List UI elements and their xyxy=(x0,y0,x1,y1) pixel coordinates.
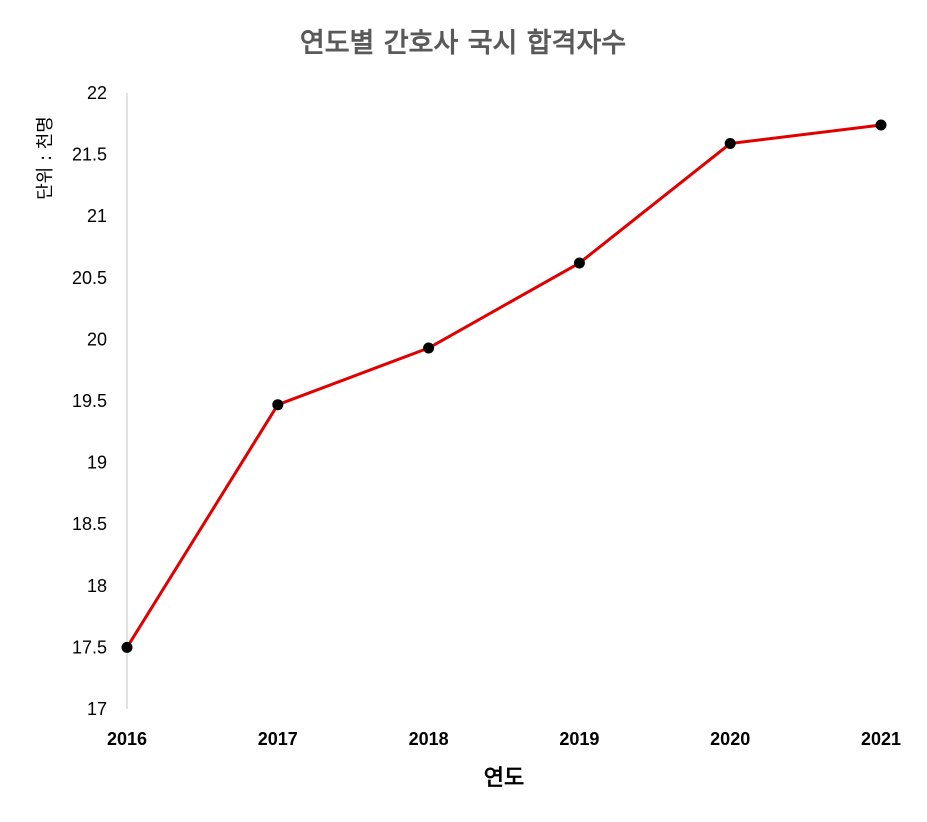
data-point xyxy=(423,342,435,354)
x-axis-label: 연도 xyxy=(484,766,524,791)
y-tick-label: 19 xyxy=(87,453,107,473)
x-tick-label: 2020 xyxy=(710,729,750,749)
series-line xyxy=(125,123,882,649)
y-tick-label: 17.5 xyxy=(72,637,107,657)
data-point xyxy=(724,138,736,150)
x-tick-label: 2017 xyxy=(258,729,298,749)
data-point xyxy=(272,399,284,411)
chart-title: 연도별 간호사 국시 합격자수 xyxy=(300,28,626,59)
y-tick-label: 21 xyxy=(87,206,107,226)
y-tick-label: 18.5 xyxy=(72,514,107,534)
x-tick-label: 2019 xyxy=(559,729,599,749)
y-tick-label: 17 xyxy=(87,699,107,719)
x-tick-label: 2016 xyxy=(107,729,147,749)
data-point xyxy=(875,119,887,131)
data-point xyxy=(121,641,133,653)
y-tick-label: 21.5 xyxy=(72,145,107,165)
data-point xyxy=(573,257,585,269)
x-tick-label: 2018 xyxy=(409,729,449,749)
x-tick-labels: 2016 2017 2018 2019 2020 2021 xyxy=(107,729,901,749)
y-tick-label: 20 xyxy=(87,329,107,349)
y-tick-label: 20.5 xyxy=(72,268,107,288)
x-tick-label: 2021 xyxy=(861,729,901,749)
y-tick-labels: 17 17.5 18 18.5 19 19.5 20 20.5 21 21.5 22 xyxy=(72,83,107,719)
y-tick-label: 19.5 xyxy=(72,391,107,411)
y-tick-label: 22 xyxy=(87,83,107,103)
y-tick-label: 18 xyxy=(87,576,107,596)
y-axis-label: 단위 : 천명 xyxy=(35,116,56,200)
series-group xyxy=(121,119,887,653)
